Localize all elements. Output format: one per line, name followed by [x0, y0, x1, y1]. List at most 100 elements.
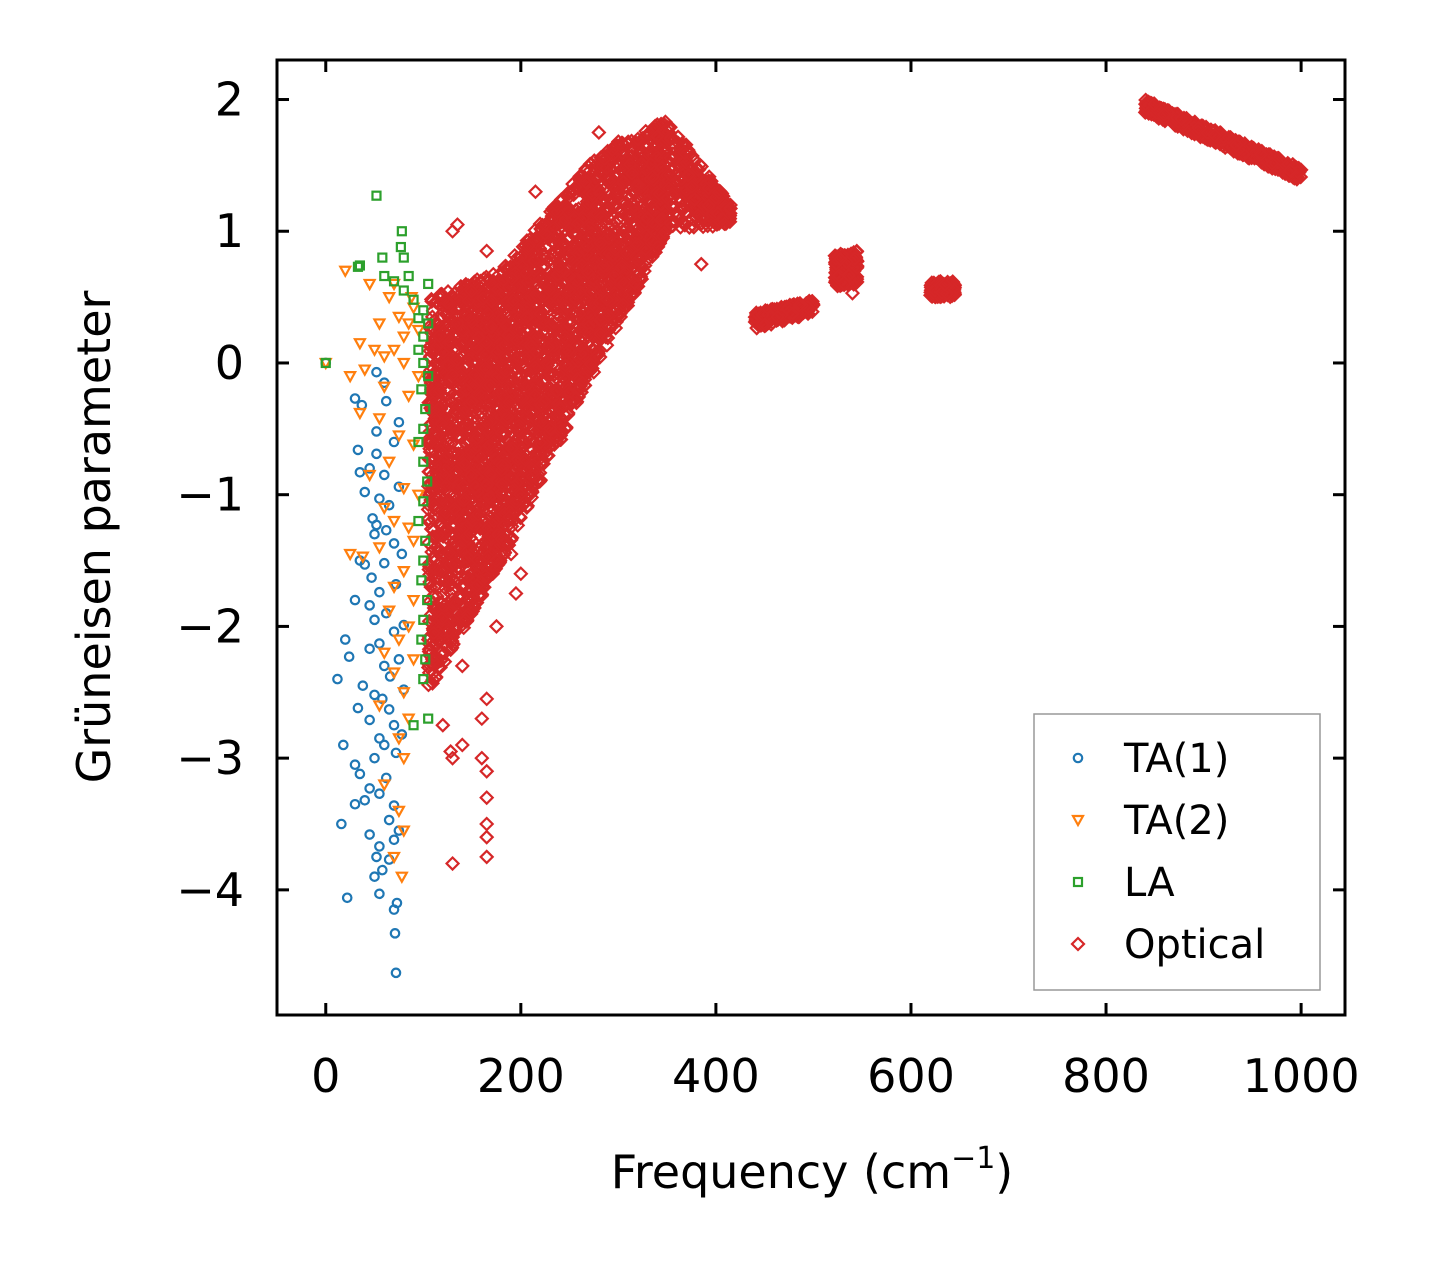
optical-point [498, 258, 514, 274]
optical-point [551, 367, 567, 383]
optical-point [440, 496, 456, 512]
optical-point [567, 285, 583, 301]
optical-point [533, 397, 549, 413]
optical-point [495, 449, 511, 465]
optical-point [653, 212, 669, 228]
optical-point [645, 169, 661, 185]
ta-2-point [377, 381, 392, 394]
optical-point [470, 430, 486, 446]
optical-point [503, 546, 519, 562]
optical-point [589, 348, 605, 364]
plot-points [318, 92, 1309, 979]
ta-2-point [392, 311, 406, 325]
optical-point [785, 305, 801, 322]
optical-point [580, 265, 596, 281]
optical-point [454, 658, 470, 674]
optical-point [599, 160, 615, 176]
optical-point [601, 173, 617, 189]
optical-point [495, 518, 511, 534]
optical-point [450, 458, 466, 474]
optical-point [498, 397, 514, 413]
optical-point [479, 377, 495, 394]
optical-point [427, 450, 443, 467]
ta-1-point [377, 864, 388, 876]
optical-point [560, 199, 576, 215]
optical-point [481, 489, 498, 506]
optical-point [530, 329, 547, 345]
ta-1-point [371, 851, 382, 863]
optical-point [499, 533, 515, 549]
optical-point [612, 202, 628, 218]
optical-point [459, 328, 475, 345]
optical-point [791, 297, 807, 313]
optical-point [561, 333, 577, 349]
optical-point [540, 339, 556, 356]
optical-point [1191, 120, 1207, 136]
optical-point [447, 501, 463, 517]
optical-point [464, 283, 480, 299]
optical-point [448, 511, 464, 527]
ta-2-point [387, 344, 401, 358]
optical-point [583, 356, 599, 372]
optical-point [689, 161, 705, 177]
optical-point [434, 286, 450, 302]
ta-1-point [388, 800, 400, 811]
optical-point [456, 478, 472, 494]
optical-point [673, 171, 690, 187]
optical-point [832, 251, 848, 267]
ta-1-point [380, 524, 392, 536]
ta-1-point [383, 814, 395, 826]
optical-point [619, 261, 635, 277]
optical-point [1253, 147, 1269, 163]
ta-1-point [396, 548, 408, 560]
optical-point [662, 130, 679, 147]
optical-point [422, 567, 438, 583]
ta-1-point [393, 654, 405, 665]
ta-1-point [364, 643, 375, 655]
optical-point [648, 136, 664, 153]
optical-point [601, 245, 617, 261]
optical-point [436, 394, 452, 410]
optical-point [501, 509, 517, 525]
optical-point [458, 382, 474, 398]
ta-1-point [388, 834, 400, 846]
optical-point [436, 587, 452, 603]
optical-point [434, 610, 450, 627]
optical-point [482, 377, 498, 393]
optical-point [474, 459, 491, 475]
ta-2-point [338, 265, 353, 279]
ta-1-point [378, 557, 390, 569]
optical-point [426, 595, 442, 611]
optical-point [649, 216, 665, 232]
optical-point [480, 549, 496, 565]
optical-point [574, 168, 590, 184]
optical-point [557, 357, 573, 373]
ta-1-point [371, 448, 382, 460]
ta-1-point [332, 673, 343, 685]
optical-point [722, 200, 739, 216]
optical-point [550, 277, 566, 294]
optical-point [1169, 109, 1185, 125]
ta-1-point [371, 426, 382, 437]
optical-point [572, 338, 588, 354]
optical-point [428, 476, 444, 493]
ta-1-point [374, 733, 385, 744]
ta-1-point [369, 871, 380, 882]
optical-point [462, 526, 478, 542]
optical-point [551, 259, 568, 275]
optical-point [425, 671, 441, 688]
optical-point [557, 298, 573, 314]
optical-point [504, 469, 520, 485]
optical-point [572, 346, 589, 362]
optical-point [501, 394, 517, 410]
ta-1-point [398, 619, 410, 631]
optical-point [557, 329, 573, 345]
optical-point [462, 423, 478, 439]
optical-point [528, 368, 544, 384]
optical-point [623, 209, 639, 225]
ta-1-point [371, 366, 382, 378]
optical-point [1253, 145, 1269, 161]
optical-point [442, 333, 458, 349]
optical-point [1207, 128, 1223, 144]
